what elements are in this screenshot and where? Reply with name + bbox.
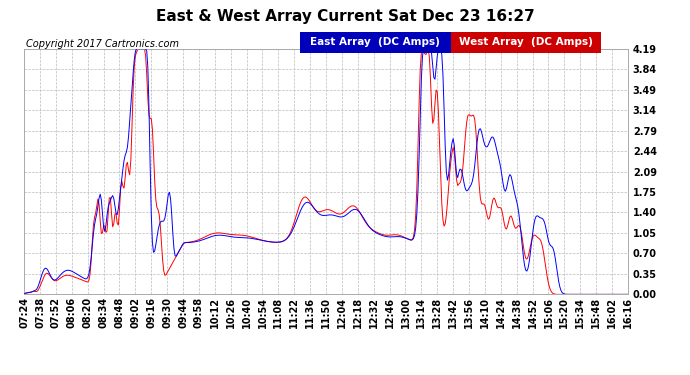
Text: East & West Array Current Sat Dec 23 16:27: East & West Array Current Sat Dec 23 16:…	[156, 9, 534, 24]
Text: East Array  (DC Amps): East Array (DC Amps)	[310, 38, 440, 47]
Text: West Array  (DC Amps): West Array (DC Amps)	[459, 38, 593, 47]
Text: Copyright 2017 Cartronics.com: Copyright 2017 Cartronics.com	[26, 39, 179, 50]
